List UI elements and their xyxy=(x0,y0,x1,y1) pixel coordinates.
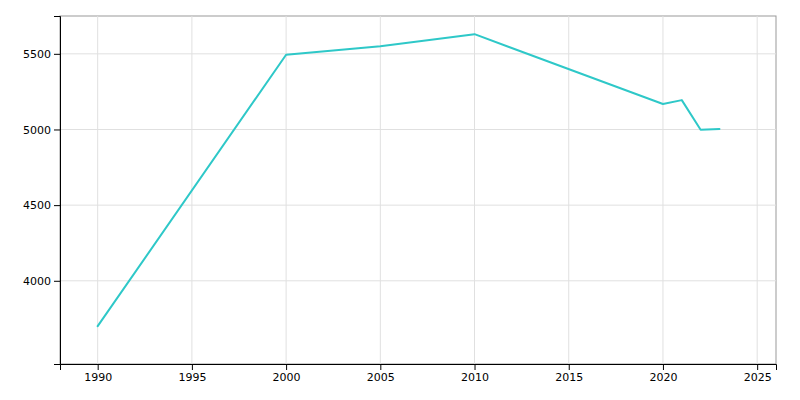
x-axis: 1990 1995 2000 2005 2010 2015 2020 2025 xyxy=(61,364,777,384)
chart: 1990 1995 2000 2005 2010 2015 2020 2025 4000 4500… xyxy=(0,0,800,400)
grid-line-y xyxy=(60,53,776,54)
tick-mark xyxy=(192,364,193,370)
tick-label: 2000 xyxy=(273,371,301,384)
tick-label: 5500 xyxy=(23,48,51,61)
plot-area: 1990 1995 2000 2005 2010 2015 2020 2025 4000 4500… xyxy=(23,16,777,384)
tick-mark xyxy=(54,281,60,282)
tick: 5500 xyxy=(23,48,60,61)
tick: 4500 xyxy=(23,199,60,212)
tick: 2005 xyxy=(367,364,395,384)
grid-line-x xyxy=(662,16,663,364)
axis-domain xyxy=(54,17,61,365)
tick-mark xyxy=(54,54,60,55)
tick-label: 2025 xyxy=(744,371,772,384)
marks xyxy=(98,34,720,326)
tick: 5000 xyxy=(23,123,60,136)
tick: 2020 xyxy=(649,364,677,384)
tick-mark xyxy=(286,364,287,370)
tick-mark xyxy=(380,364,381,370)
tick-label: 1990 xyxy=(84,371,112,384)
tick-mark xyxy=(475,364,476,370)
tick-label: 4500 xyxy=(23,199,51,212)
axis-domain xyxy=(61,365,777,371)
tick-label: 4000 xyxy=(23,275,51,288)
tick-label: 2005 xyxy=(367,371,395,384)
tick: 4000 xyxy=(23,275,60,288)
grid-line-x xyxy=(286,16,287,364)
plot-frame xyxy=(60,16,776,364)
grid-line-x xyxy=(757,16,758,364)
tick-mark xyxy=(757,364,758,370)
tick-label: 2010 xyxy=(461,371,489,384)
tick: 1990 xyxy=(84,364,112,384)
tick: 2000 xyxy=(273,364,301,384)
grid-line-x xyxy=(474,16,475,364)
grid-line-x xyxy=(380,16,381,364)
tick-mark xyxy=(663,364,664,370)
grid-line-y xyxy=(60,205,776,206)
tick: 2010 xyxy=(461,364,489,384)
tick-mark xyxy=(54,129,60,130)
grid-line-y xyxy=(60,129,776,130)
grid-line-x xyxy=(97,16,98,364)
tick-label: 5000 xyxy=(23,123,51,136)
tick-label: 2015 xyxy=(555,371,583,384)
tick: 2015 xyxy=(555,364,583,384)
tick-label: 1995 xyxy=(178,371,206,384)
tick: 1995 xyxy=(178,364,206,384)
tick-mark xyxy=(98,364,99,370)
tick: 2025 xyxy=(744,364,772,384)
line xyxy=(98,34,720,326)
tick-mark xyxy=(569,364,570,370)
grid xyxy=(60,16,776,364)
grid-line-y xyxy=(60,280,776,281)
tick-mark xyxy=(54,205,60,206)
y-axis: 4000 4500 5000 5500 xyxy=(23,17,61,365)
tick-label: 2020 xyxy=(649,371,677,384)
